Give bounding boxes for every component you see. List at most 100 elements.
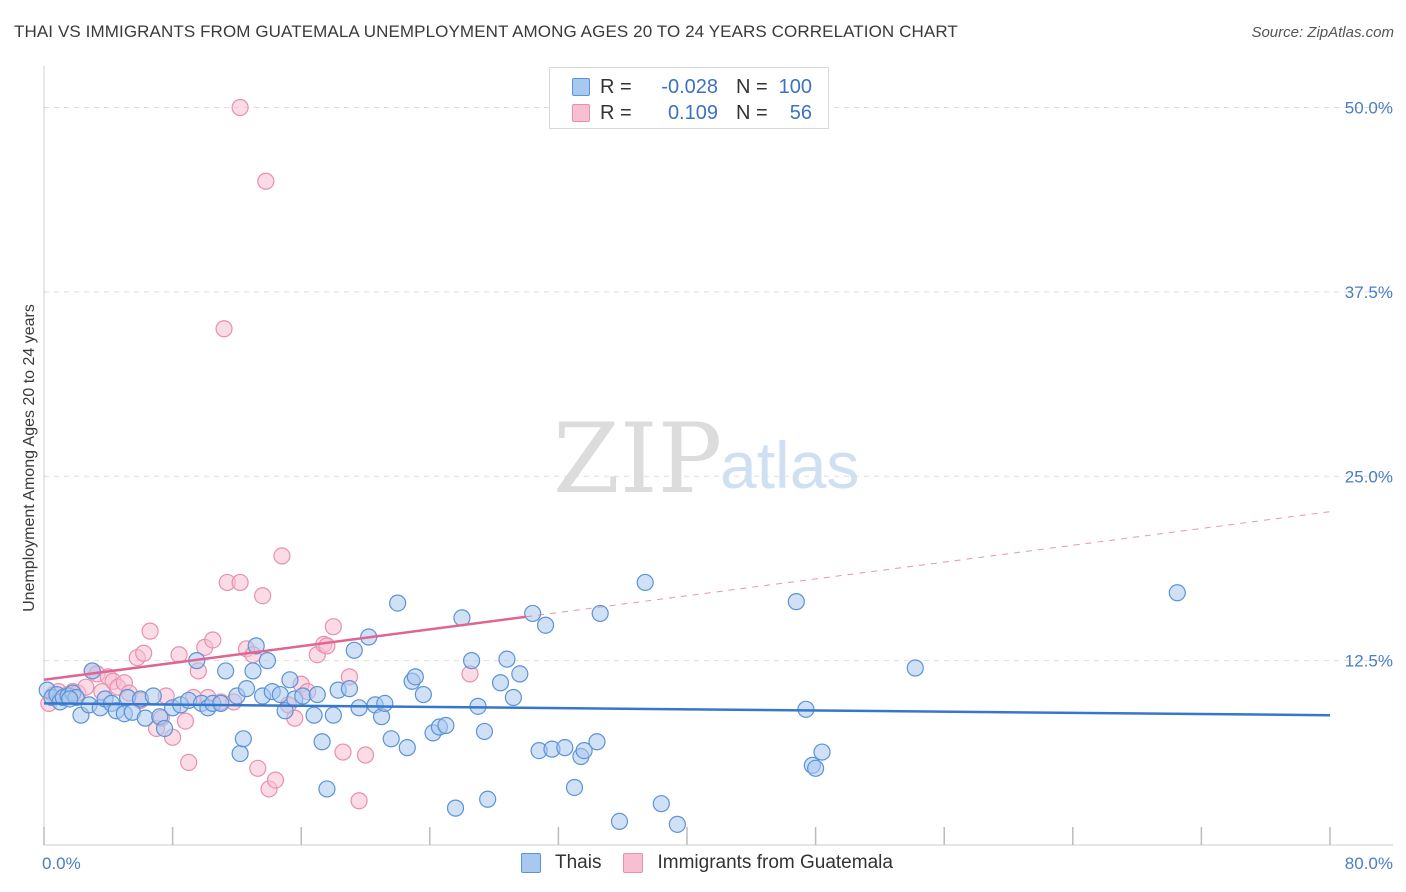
data-point-guatemala <box>176 712 195 730</box>
data-point-thais <box>479 790 497 808</box>
data-point-guatemala <box>324 618 342 636</box>
data-point-thais <box>575 741 593 760</box>
data-point-guatemala <box>249 759 267 777</box>
watermark: ZIP atlas <box>553 403 859 515</box>
data-point-thais <box>536 616 555 634</box>
data-point-thais <box>294 687 312 705</box>
data-point-thais <box>231 744 249 763</box>
data-point-thais <box>437 716 455 735</box>
data-point-thais <box>350 699 368 717</box>
legend-n-value: 56 <box>789 101 812 124</box>
x-tick-label: 0.0% <box>42 854 81 873</box>
legend-swatch-thais <box>521 853 541 873</box>
x-tick-label: 80.0% <box>1345 854 1393 873</box>
data-point-thais <box>462 652 481 670</box>
y-tick-label: 37.5% <box>1345 283 1393 302</box>
legend-label-thais: Thais <box>555 852 602 873</box>
data-point-guatemala <box>135 644 153 662</box>
legend-n-value: 100 <box>778 75 812 98</box>
data-point-thais <box>406 668 424 686</box>
legend-r-value: 0.109 <box>667 101 718 124</box>
y-tick-label: 12.5% <box>1345 652 1393 671</box>
legend-r-label: R = <box>600 75 632 98</box>
data-point-guatemala <box>254 587 272 605</box>
y-tick-label: 25.0% <box>1345 467 1393 486</box>
data-point-thais <box>376 694 394 713</box>
data-point-thais <box>524 604 542 623</box>
data-point-thais <box>382 730 400 748</box>
x-tick-labels: 0.0% 80.0% <box>42 854 1393 873</box>
legend-item-guatemala[interactable]: Immigrants from Guatemala <box>623 852 893 874</box>
data-point-thais <box>318 780 336 798</box>
axes <box>43 66 1393 846</box>
data-point-thais <box>565 778 584 797</box>
data-point-thais <box>813 743 831 761</box>
legend-row-guatemala: R = 0.109 N = 56 <box>572 102 812 124</box>
data-point-thais <box>212 694 230 713</box>
series-thais <box>38 573 1186 833</box>
legend-item-thais[interactable]: Thais <box>521 852 601 874</box>
data-point-thais <box>1168 584 1186 602</box>
data-point-thais <box>588 733 606 751</box>
data-point-thais <box>498 650 516 668</box>
trend-line-thais <box>43 702 1331 717</box>
data-point-guatemala <box>141 622 159 640</box>
legend-row-thais: R = -0.028 N = 100 <box>572 76 812 98</box>
correlation-legend: R = -0.028 N = 100 R = 0.109 N = 56 <box>549 67 829 129</box>
data-point-thais <box>155 719 174 738</box>
data-point-thais <box>340 680 359 698</box>
data-point-guatemala <box>257 172 275 190</box>
data-point-thais <box>271 685 289 704</box>
legend-label-guatemala: Immigrants from Guatemala <box>657 852 893 873</box>
data-point-thais <box>136 709 154 727</box>
data-point-thais <box>610 812 629 831</box>
data-point-guatemala <box>273 547 291 565</box>
data-point-thais <box>414 685 432 704</box>
data-point-guatemala <box>215 320 233 338</box>
trend-line-guatemala-extension <box>526 511 1331 618</box>
data-point-thais <box>217 662 235 680</box>
data-point-guatemala <box>231 573 249 592</box>
legend-swatch-thais <box>572 78 590 96</box>
legend-r-value: -0.028 <box>661 75 718 98</box>
data-point-thais <box>446 799 465 817</box>
legend-swatch-guatemala <box>623 853 644 873</box>
watermark-atlas: atlas <box>720 428 859 502</box>
data-point-thais <box>475 722 494 741</box>
data-point-thais <box>237 680 256 698</box>
data-point-thais <box>324 706 342 724</box>
data-point-thais <box>504 688 522 707</box>
data-point-thais <box>591 604 609 623</box>
y-tick-labels: 12.5% 25.0% 37.5% 50.0% <box>1345 99 1393 671</box>
data-point-thais <box>636 573 654 592</box>
chart-source: Source: ZipAtlas.com <box>1251 24 1394 41</box>
data-point-thais <box>491 674 510 692</box>
data-point-thais <box>806 759 825 777</box>
y-tick-label: 50.0% <box>1345 99 1393 118</box>
data-point-thais <box>305 706 323 724</box>
data-point-thais <box>313 733 331 751</box>
data-point-guatemala <box>266 771 285 789</box>
data-point-guatemala <box>231 98 249 117</box>
data-point-thais <box>247 637 265 655</box>
data-point-thais <box>787 593 805 611</box>
trend-lines <box>43 511 1331 717</box>
data-point-thais <box>906 659 924 677</box>
data-point-guatemala <box>356 746 375 764</box>
data-point-thais <box>511 665 529 683</box>
data-point-thais <box>258 652 277 670</box>
data-point-thais <box>244 662 262 680</box>
data-point-thais <box>389 594 407 612</box>
data-point-thais <box>234 730 252 748</box>
data-point-thais <box>281 671 299 689</box>
data-point-guatemala <box>318 637 336 655</box>
series-legend: Thais Immigrants from Guatemala <box>521 852 915 874</box>
data-point-guatemala <box>334 743 352 761</box>
data-point-guatemala <box>204 631 222 649</box>
legend-swatch-guatemala <box>572 104 590 122</box>
data-point-thais <box>398 739 416 757</box>
legend-r-label: R = <box>600 101 632 124</box>
chart-title: THAI VS IMMIGRANTS FROM GUATEMALA UNEMPL… <box>14 22 958 41</box>
